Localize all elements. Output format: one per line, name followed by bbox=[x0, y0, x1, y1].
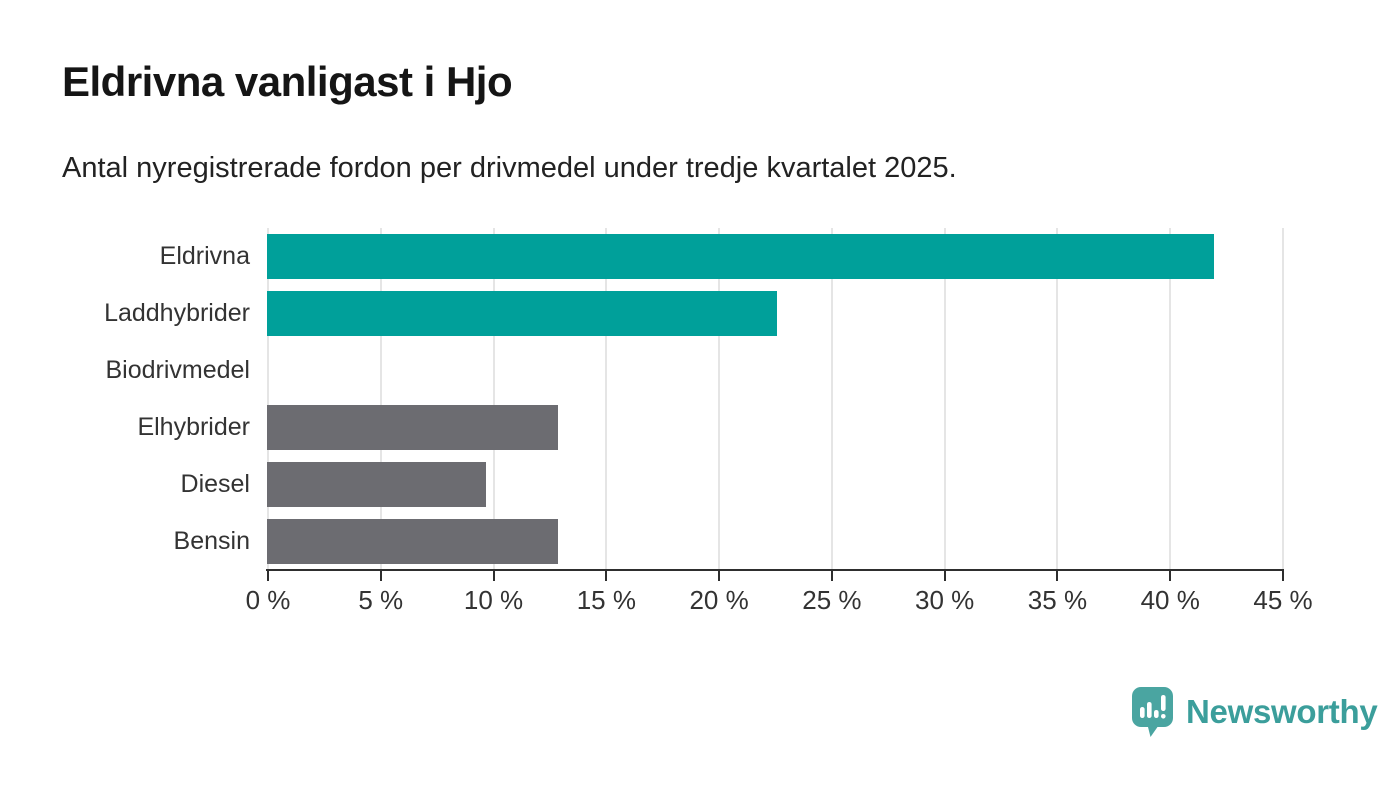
category-label: Laddhybrider bbox=[104, 299, 250, 327]
brand-name: Newsworthy bbox=[1186, 693, 1378, 730]
gridline-45 bbox=[1282, 228, 1284, 569]
category-label: Biodrivmedel bbox=[105, 356, 250, 384]
axis-tick bbox=[267, 569, 269, 581]
axis-tick bbox=[379, 569, 382, 581]
newsworthy-logo-icon bbox=[1132, 687, 1173, 737]
bar bbox=[267, 234, 1215, 279]
category-axis-labels: Eldrivna Laddhybrider Biodrivmedel Elhybrid… bbox=[0, 228, 250, 570]
bar bbox=[267, 519, 558, 564]
axis-tick-label: 5 % bbox=[358, 585, 404, 615]
axis-tick-label: 35 % bbox=[1027, 585, 1088, 615]
gridline-10 bbox=[492, 228, 495, 569]
gridline-20 bbox=[718, 228, 721, 569]
bar-row bbox=[267, 228, 1282, 285]
bar-row bbox=[267, 513, 1282, 570]
axis-tick-label: 15 % bbox=[576, 585, 636, 615]
axis-tick bbox=[1056, 569, 1059, 581]
gridline-35 bbox=[1056, 228, 1059, 569]
axis-tick bbox=[1282, 569, 1284, 581]
axis-tick-label: 40 % bbox=[1140, 585, 1200, 615]
gridline-5 bbox=[379, 228, 382, 569]
chart-subtitle: Antal nyregistrerade fordon per drivmede… bbox=[62, 152, 957, 184]
gridline-40 bbox=[1169, 228, 1172, 569]
axis-tick bbox=[943, 569, 946, 581]
axis-tick-label: 25 % bbox=[802, 585, 862, 615]
category-label: Eldrivna bbox=[159, 242, 250, 270]
axis-tick bbox=[492, 569, 495, 581]
axis-tick-label: 10 % bbox=[463, 585, 524, 615]
bar-row bbox=[267, 342, 1282, 399]
axis-tick bbox=[605, 569, 608, 581]
axis-tick bbox=[830, 569, 833, 581]
axis-tick-label: 20 % bbox=[689, 585, 749, 615]
axis-tick-label: 0 % bbox=[245, 585, 291, 615]
x-axis-line bbox=[266, 569, 1284, 571]
gridline-25 bbox=[830, 228, 833, 569]
bar bbox=[267, 462, 486, 507]
axis-tick-label: 30 % bbox=[915, 585, 975, 615]
chart-title: Eldrivna vanligast i Hjo bbox=[62, 58, 513, 105]
plot-area bbox=[267, 228, 1284, 570]
bar bbox=[267, 405, 558, 450]
axis-tick bbox=[718, 569, 721, 581]
bar-row bbox=[267, 456, 1282, 513]
bar-row bbox=[267, 399, 1282, 456]
gridline-0 bbox=[267, 228, 269, 569]
axis-tick bbox=[1169, 569, 1172, 581]
category-label: Diesel bbox=[180, 470, 250, 498]
category-label: Bensin bbox=[173, 527, 250, 555]
category-label: Elhybrider bbox=[137, 413, 250, 441]
bar-row bbox=[267, 285, 1282, 342]
bar bbox=[267, 291, 777, 336]
gridline-30 bbox=[943, 228, 946, 569]
brand-logo: Newsworthy bbox=[1130, 686, 1378, 738]
axis-tick-label: 45 % bbox=[1253, 585, 1313, 615]
gridline-15 bbox=[605, 228, 608, 569]
